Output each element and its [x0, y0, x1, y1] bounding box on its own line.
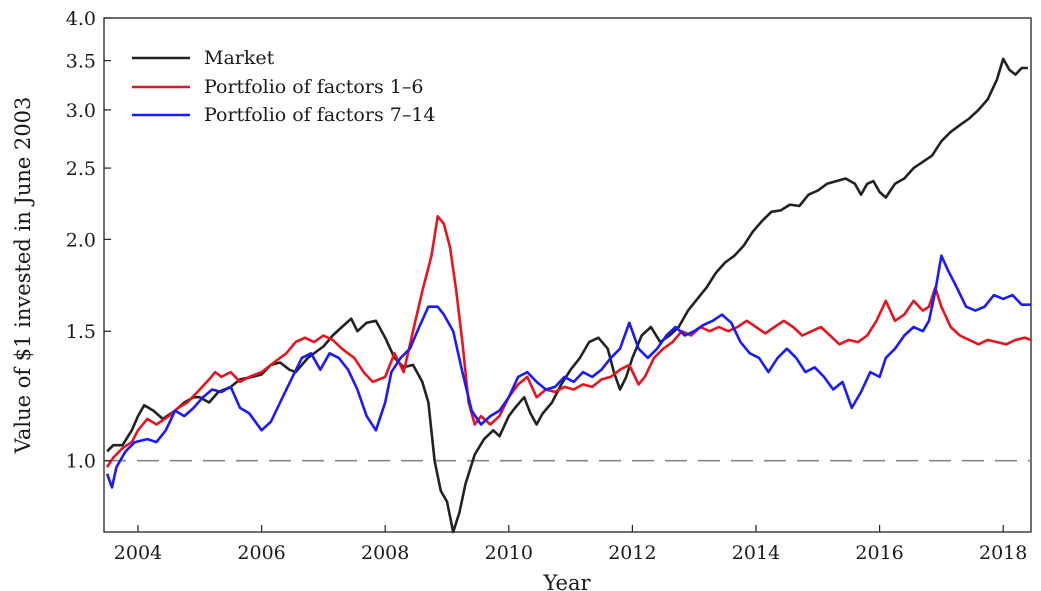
y-tick-label: 1.0: [66, 451, 96, 473]
y-tick-label: 1.5: [66, 321, 96, 343]
x-tick-label: 2004: [114, 542, 162, 564]
legend-label-market: Market: [204, 47, 275, 69]
x-axis-title: Year: [542, 571, 591, 591]
x-tick-label: 2010: [485, 542, 533, 564]
plot-frame: [103, 17, 1032, 533]
legend-label-factors-1-6: Portfolio of factors 1–6: [204, 76, 423, 98]
x-tick-label: 2006: [237, 542, 285, 564]
legend: Market Portfolio of factors 1–6 Portfoli…: [132, 47, 436, 126]
x-tick-label: 2014: [732, 542, 780, 564]
series-lines: [105, 57, 1032, 534]
legend-label-factors-7-14: Portfolio of factors 7–14: [204, 104, 436, 126]
y-axis-title: Value of $1 invested in June 2003: [11, 97, 35, 455]
y-tick-label: 3.5: [66, 51, 96, 73]
x-tick-label: 2016: [855, 542, 903, 564]
x-tick-label: 2018: [979, 542, 1027, 564]
x-tick-label: 2012: [608, 542, 656, 564]
y-tick-label: 4.0: [66, 8, 96, 30]
series-line-2: [105, 254, 1031, 489]
x-tick-label: 2008: [361, 542, 409, 564]
y-tick-label: 2.5: [66, 158, 96, 180]
series-line-1: [106, 215, 1032, 468]
y-tick-label: 3.0: [66, 100, 96, 122]
y-tick-label: 2.0: [66, 229, 96, 251]
axis-ticks: 2004 2006 2008 2010 2012 2014 2016 2018 1.0 1.5 2.…: [66, 8, 1028, 564]
